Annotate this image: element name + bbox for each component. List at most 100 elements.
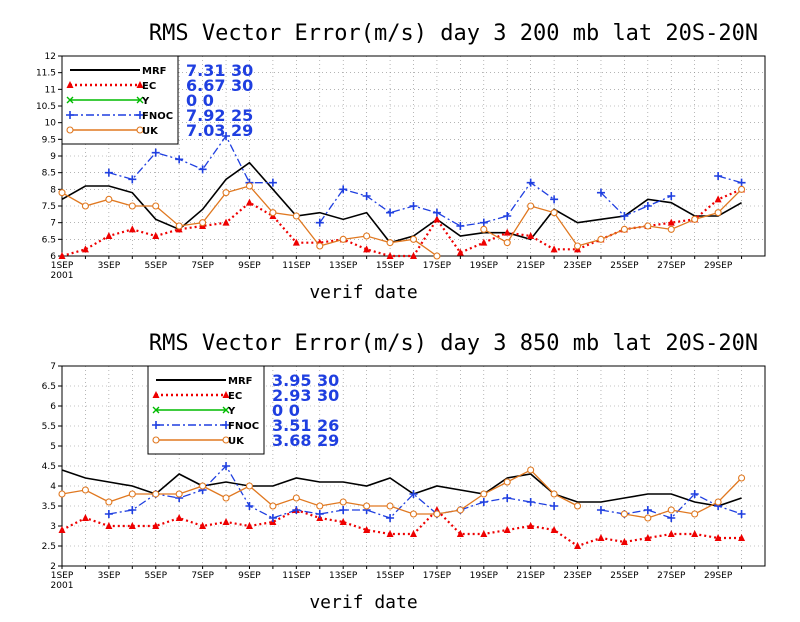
x-tick-label: 23SEP <box>563 261 592 271</box>
data-point <box>175 490 183 498</box>
y-tick-label: 6.5 <box>42 235 56 245</box>
data-point <box>738 534 746 541</box>
data-point <box>456 530 464 537</box>
data-point <box>152 232 160 239</box>
data-point <box>503 478 511 486</box>
data-point <box>81 514 89 521</box>
data-point <box>644 534 652 541</box>
data-point <box>81 202 89 210</box>
data-point <box>550 245 558 253</box>
y-tick-label: 7 <box>50 219 56 229</box>
x-tick-label: 21SEP <box>517 261 546 271</box>
data-point <box>339 185 348 194</box>
series-mrf <box>61 469 742 507</box>
x-tick-label: 15SEP <box>376 261 405 271</box>
data-point <box>550 526 558 533</box>
legend-stats: 7.31 30 <box>186 61 253 80</box>
y-tick-label: 2 <box>50 562 56 572</box>
series-line <box>717 175 742 184</box>
data-point <box>691 215 699 223</box>
legend-marker <box>152 421 160 429</box>
data-point <box>339 506 348 514</box>
legend-marker <box>222 436 230 444</box>
x-tick-label: 13SEP <box>329 571 358 581</box>
data-point <box>667 514 676 522</box>
legend-name: EC <box>142 81 156 92</box>
data-point <box>527 232 535 239</box>
data-point <box>198 165 207 174</box>
data-point <box>643 506 652 514</box>
data-point <box>315 218 324 227</box>
data-point <box>503 212 512 220</box>
data-point <box>691 510 699 518</box>
x-tick-label: 5SEP <box>144 261 167 271</box>
data-point <box>363 245 371 253</box>
y-tick-label: 8 <box>50 185 56 195</box>
y-tick-label: 9.5 <box>42 135 56 145</box>
data-point <box>597 235 605 243</box>
data-point <box>339 518 347 525</box>
x-tick-label: 25SEP <box>610 261 639 271</box>
x-tick-label: 11SEP <box>282 571 311 581</box>
y-tick-label: 2.5 <box>42 542 56 552</box>
data-point <box>222 494 230 502</box>
series-line <box>61 508 742 548</box>
data-point <box>409 235 418 243</box>
y-tick-label: 10 <box>45 119 57 129</box>
chart-title: RMS Vector Error(m/s) day 3 200 mb lat 2… <box>149 21 758 46</box>
y-tick-label: 12 <box>45 52 56 62</box>
y-tick-label: 6 <box>50 252 56 262</box>
legend-marker <box>136 111 144 119</box>
data-point <box>667 506 675 514</box>
data-point <box>644 514 652 522</box>
y-tick-label: 6 <box>50 402 56 412</box>
x-tick-label: 15SEP <box>376 571 405 581</box>
x-tick-label: 17SEP <box>423 261 452 271</box>
data-point <box>268 178 277 187</box>
legend-marker <box>66 126 74 134</box>
data-point <box>409 202 418 210</box>
data-point <box>714 209 722 217</box>
data-point <box>128 506 137 514</box>
chart-panel-1: RMS Vector Error(m/s) day 3 200 mb lat 2… <box>36 21 766 303</box>
x-tick-label: 27SEP <box>657 261 686 271</box>
data-point <box>714 172 723 180</box>
x-tick-label: 13SEP <box>329 261 358 271</box>
data-point <box>105 522 113 529</box>
legend-marker <box>66 81 74 88</box>
legend-stats: 7.92 25 <box>186 106 253 125</box>
series-line <box>624 477 743 519</box>
data-point <box>363 232 371 240</box>
data-point <box>151 148 160 157</box>
x-tick-label: 7SEP <box>191 571 214 581</box>
data-point <box>714 534 722 541</box>
data-point <box>596 188 605 197</box>
data-point <box>58 526 66 533</box>
data-point <box>105 498 113 506</box>
legend-stats: 6.67 30 <box>186 76 253 95</box>
data-point <box>667 225 675 233</box>
x-tick-label: 2001 <box>51 581 74 591</box>
data-point <box>199 219 207 227</box>
data-point <box>292 494 300 502</box>
x-tick-label: 3SEP <box>98 571 121 581</box>
x-tick-label: 29SEP <box>704 261 733 271</box>
data-point <box>152 490 160 498</box>
data-point <box>597 534 605 541</box>
data-point <box>573 242 582 250</box>
legend-marker <box>152 406 160 414</box>
data-point <box>58 252 66 259</box>
y-tick-label: 3 <box>50 522 56 532</box>
series-line <box>61 469 742 507</box>
data-point <box>737 510 746 518</box>
x-tick-label: 25SEP <box>610 571 639 581</box>
data-point <box>620 212 629 220</box>
legend-marker <box>152 391 160 398</box>
data-point <box>550 195 559 204</box>
x-tick-label: 5SEP <box>144 571 167 581</box>
data-point <box>175 514 183 521</box>
x-tick-label: 3SEP <box>98 261 121 271</box>
legend-stats: 7.03 29 <box>186 121 253 140</box>
data-point <box>245 482 254 490</box>
data-point <box>433 252 441 260</box>
